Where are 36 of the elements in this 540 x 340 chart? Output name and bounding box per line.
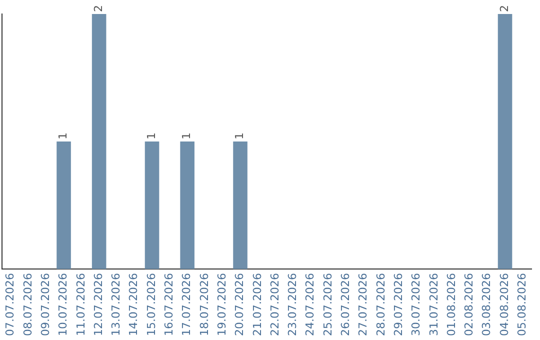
x-tick-label: 29.07.2026 [392, 273, 405, 336]
x-tick-label: 20.07.2026 [233, 273, 246, 336]
x-tick-label: 02.08.2026 [462, 273, 476, 336]
data-label: 1 [180, 132, 194, 140]
data-label: 2 [92, 5, 105, 12]
x-tick-label: 28.07.2026 [374, 273, 388, 336]
x-tick-label: 03.08.2026 [480, 273, 494, 336]
x-tick-label: 14.07.2026 [127, 273, 140, 336]
x-tick-label: 12.07.2026 [92, 273, 105, 336]
x-tick-label: 17.07.2026 [180, 273, 194, 336]
data-label: 1 [56, 132, 70, 140]
x-tick-label: 11.07.2026 [74, 273, 88, 336]
x-tick-label: 19.07.2026 [215, 273, 228, 336]
x-tick-label: 13.07.2026 [110, 273, 123, 336]
data-label: 2 [498, 5, 511, 12]
x-tick-label: 10.07.2026 [56, 273, 70, 336]
x-tick-label: 05.08.2026 [516, 273, 529, 336]
x-tick-label: 18.07.2026 [198, 273, 211, 336]
x-tick-label: 26.07.2026 [339, 273, 352, 336]
x-tick-label: 09.07.2026 [38, 273, 52, 336]
x-tick-label: 31.07.2026 [427, 273, 440, 336]
x-tick-label: 01.08.2026 [444, 273, 458, 336]
x-tick-label: 21.07.2026 [250, 273, 264, 336]
data-label: 1 [233, 132, 246, 140]
x-tick-label: 23.07.2026 [286, 273, 300, 336]
x-tick-label: 22.07.2026 [268, 273, 282, 336]
x-tick-label: 07.07.2026 [4, 273, 17, 336]
data-label: 1 [144, 132, 158, 140]
x-tick-label: 30.07.2026 [410, 273, 423, 336]
x-tick-label: 15.07.2026 [144, 273, 158, 336]
x-tick-label: 24.07.2026 [304, 273, 317, 336]
x-tick-label: 25.07.2026 [321, 273, 334, 336]
x-tick-label: 27.07.2026 [356, 273, 370, 336]
x-tick-label: 04.08.2026 [498, 273, 511, 336]
x-tick-label: 08.07.2026 [21, 273, 34, 336]
x-tick-label: 16.07.2026 [162, 273, 176, 336]
